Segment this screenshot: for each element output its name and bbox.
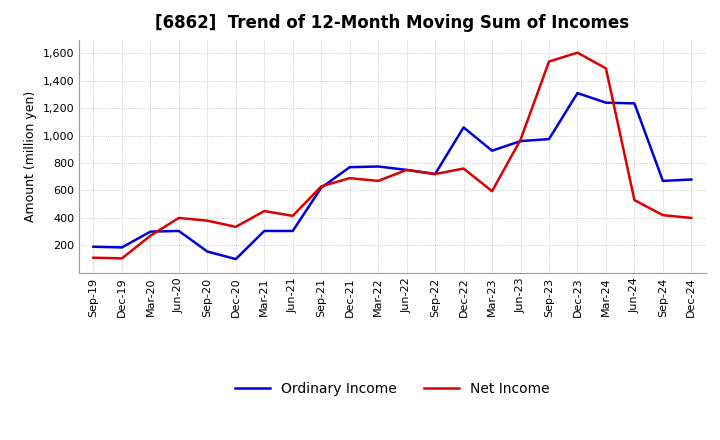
Y-axis label: Amount (million yen): Amount (million yen) [24,91,37,222]
Ordinary Income [402,167,411,172]
Net Income [516,137,525,143]
Net Income [289,213,297,219]
Net Income [402,167,411,172]
Ordinary Income [374,164,382,169]
Ordinary Income [289,228,297,234]
Legend: Ordinary Income, Net Income: Ordinary Income, Net Income [230,376,555,401]
Net Income [174,215,183,220]
Ordinary Income [232,257,240,262]
Ordinary Income [89,244,98,249]
Ordinary Income [602,100,611,105]
Ordinary Income [260,228,269,234]
Net Income [346,176,354,181]
Net Income [260,209,269,214]
Ordinary Income [117,245,126,250]
Ordinary Income [459,125,468,130]
Ordinary Income [545,136,554,142]
Ordinary Income [573,91,582,96]
Ordinary Income [431,172,439,177]
Ordinary Income [487,148,496,154]
Net Income [117,256,126,261]
Ordinary Income [203,249,212,254]
Net Income [431,172,439,177]
Net Income [317,184,325,189]
Ordinary Income [146,229,155,234]
Net Income [602,66,611,71]
Net Income [545,59,554,64]
Ordinary Income [516,139,525,144]
Ordinary Income [659,178,667,183]
Net Income [687,215,696,220]
Ordinary Income [174,228,183,234]
Net Income [487,188,496,194]
Net Income [374,178,382,183]
Net Income [630,198,639,203]
Net Income [659,213,667,218]
Net Income [459,166,468,171]
Ordinary Income [317,185,325,191]
Ordinary Income [346,165,354,170]
Net Income [232,224,240,230]
Net Income [146,233,155,238]
Ordinary Income [687,177,696,182]
Net Income [89,255,98,260]
Line: Net Income: Net Income [94,53,691,258]
Title: [6862]  Trend of 12-Month Moving Sum of Incomes: [6862] Trend of 12-Month Moving Sum of I… [156,15,629,33]
Line: Ordinary Income: Ordinary Income [94,93,691,259]
Ordinary Income [630,101,639,106]
Net Income [573,50,582,55]
Net Income [203,218,212,224]
